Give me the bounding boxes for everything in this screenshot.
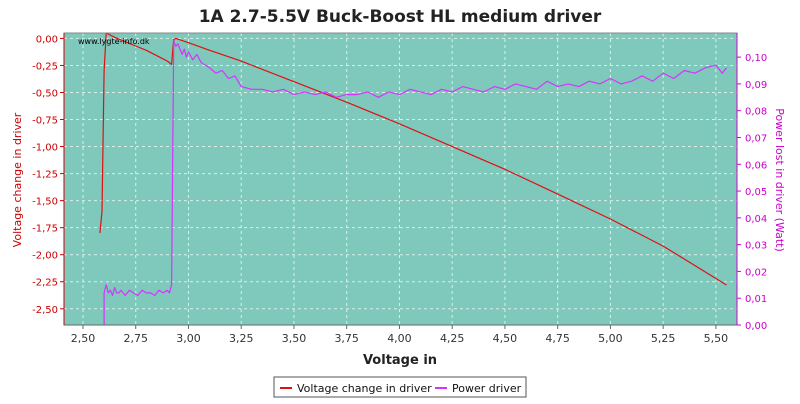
x-tick-label: 2,50 — [71, 332, 96, 345]
left-y-tick-label: -2,25 — [32, 278, 58, 289]
left-y-axis-label: Voltage change in driver — [11, 112, 24, 247]
left-y-tick-label: -2,00 — [32, 251, 58, 262]
left-y-tick-label: -1,75 — [32, 224, 58, 235]
left-y-tick-label: -1,50 — [32, 197, 58, 208]
x-tick-label: 4,50 — [493, 332, 518, 345]
right-y-tick-label: 0,06 — [745, 160, 767, 171]
right-y-tick-label: 0,07 — [745, 133, 767, 144]
right-y-tick-label: 0,02 — [745, 267, 767, 278]
right-y-axis: 0,00 0,01 0,02 0,03 0,04 0,05 0,06 0,07 0,08 0,09… — [736, 33, 767, 332]
right-y-tick-label: 0,00 — [745, 321, 767, 332]
left-y-tick-label: -2,50 — [32, 305, 58, 316]
right-y-tick-label: 0,04 — [745, 214, 767, 225]
legend: Voltage change in driver Power driver — [273, 376, 527, 398]
left-y-tick-label: -0,25 — [32, 61, 58, 72]
left-y-tick-label: -1,00 — [32, 143, 58, 154]
x-tick-label: 5,50 — [704, 332, 729, 345]
legend-label-power: Power driver — [452, 382, 522, 395]
right-y-tick-label: 0,10 — [745, 53, 767, 64]
x-tick-label: 3,50 — [282, 332, 307, 345]
x-axis: 2,50 2,75 3,00 3,25 3,50 3,75 4,00 4,25 4,50 4,75… — [64, 324, 737, 345]
x-tick-label: 3,25 — [229, 332, 254, 345]
legend-label-voltage: Voltage change in driver — [297, 382, 432, 395]
left-y-tick-label: -0,50 — [32, 88, 58, 99]
left-y-tick-label: 0,00 — [36, 34, 58, 45]
left-y-tick-label: -0,75 — [32, 116, 58, 127]
legend-box — [273, 376, 527, 398]
grid — [64, 33, 737, 325]
series-layer — [99, 32, 727, 325]
right-y-tick-label: 0,05 — [745, 187, 767, 198]
right-y-tick-label: 0,09 — [745, 80, 767, 91]
watermark: www.lygte-info.dk — [78, 37, 150, 46]
plot-area — [64, 33, 737, 325]
x-tick-label: 4,00 — [387, 332, 412, 345]
series-line-voltage-change — [99, 32, 727, 286]
x-tick-label: 4,75 — [545, 332, 570, 345]
right-y-tick-label: 0,08 — [745, 107, 767, 118]
x-tick-label: 5,00 — [598, 332, 623, 345]
x-tick-label: 3,00 — [176, 332, 201, 345]
right-y-tick-label: 0,03 — [745, 241, 767, 252]
x-tick-label: 2,75 — [123, 332, 148, 345]
x-tick-label: 4,25 — [440, 332, 465, 345]
x-tick-label: 5,25 — [651, 332, 676, 345]
series-line-power — [103, 40, 727, 325]
x-tick-label: 3,75 — [334, 332, 359, 345]
left-y-tick-label: -1,25 — [32, 170, 58, 181]
x-axis-label: Voltage in — [363, 353, 437, 368]
right-y-axis-label: Power lost in driver (Watt) — [773, 108, 786, 252]
right-y-tick-label: 0,01 — [745, 294, 767, 305]
chart-title: 1A 2.7-5.5V Buck-Boost HL medium driver — [199, 7, 602, 27]
left-y-axis: 0,00 -0,25 -0,50 -0,75 -1,00 -1,25 -1,50 -1,75 -… — [32, 33, 65, 325]
